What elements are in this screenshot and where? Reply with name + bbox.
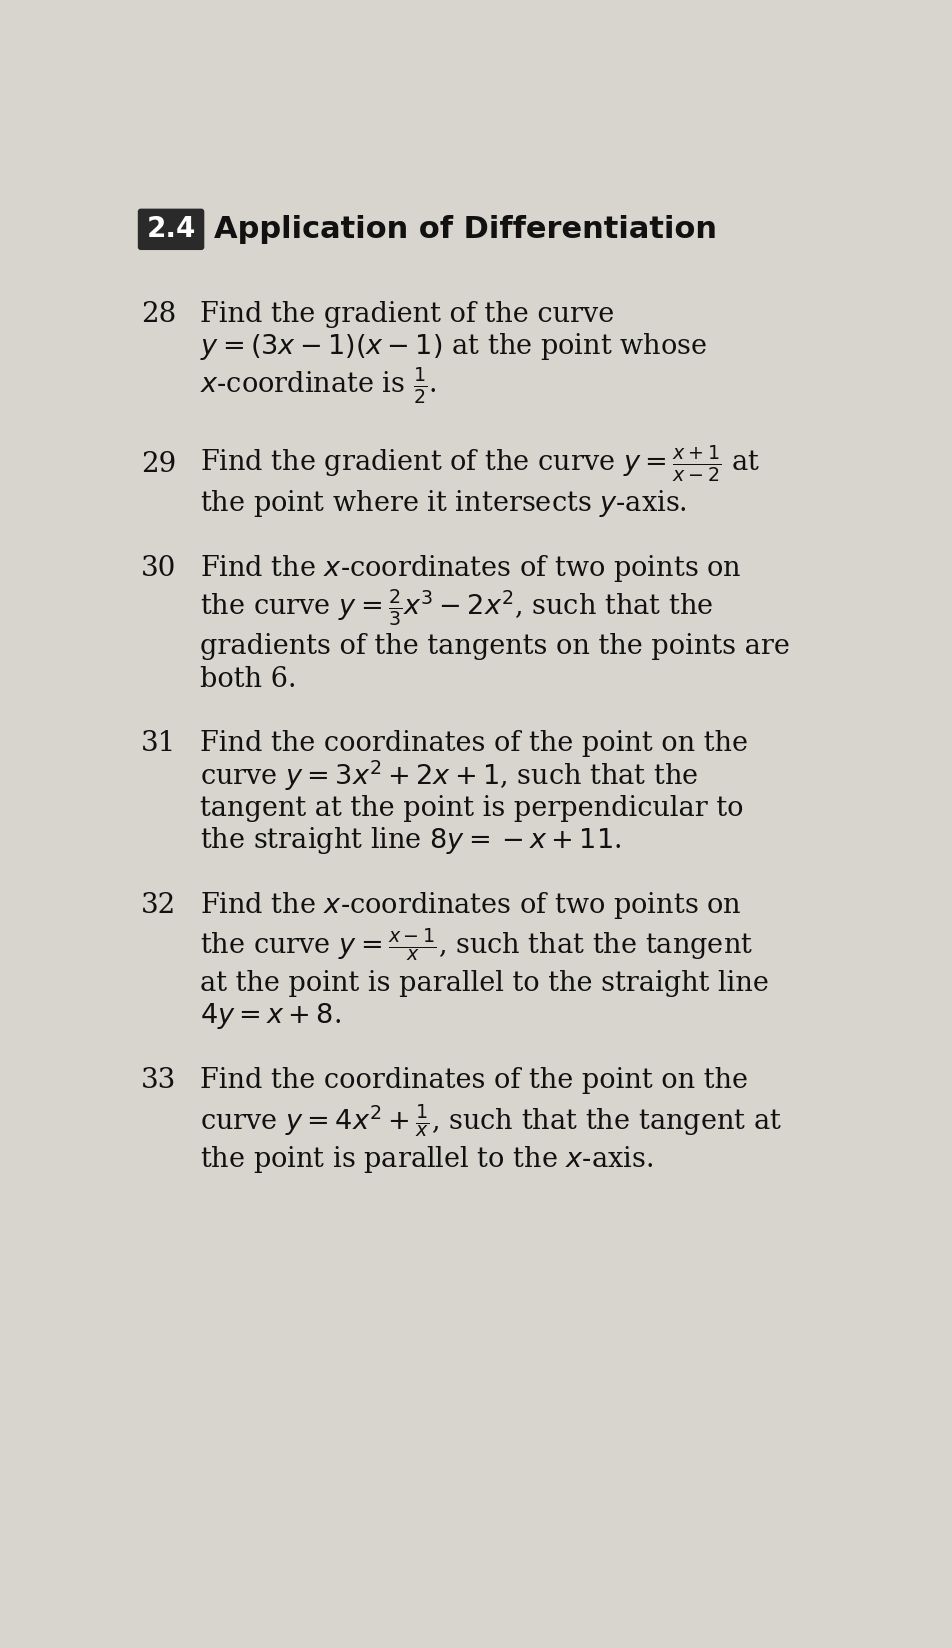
Text: 2.4: 2.4 bbox=[147, 216, 195, 244]
Text: Find the $x$-coordinates of two points on: Find the $x$-coordinates of two points o… bbox=[200, 890, 742, 921]
Text: both 6.: both 6. bbox=[200, 666, 297, 692]
Text: 29: 29 bbox=[141, 450, 176, 478]
Text: Find the coordinates of the point on the: Find the coordinates of the point on the bbox=[200, 730, 747, 756]
Text: $y = (3x - 1)(x - 1)$ at the point whose: $y = (3x - 1)(x - 1)$ at the point whose bbox=[200, 331, 707, 363]
Text: Find the gradient of the curve $y = \frac{x + 1}{x - 2}$ at: Find the gradient of the curve $y = \fra… bbox=[200, 443, 760, 485]
Text: 31: 31 bbox=[141, 730, 176, 756]
Text: the point where it intersects $y$-axis.: the point where it intersects $y$-axis. bbox=[200, 488, 686, 519]
Text: 28: 28 bbox=[141, 300, 176, 328]
Text: 32: 32 bbox=[141, 892, 176, 920]
Text: the curve $y = \frac{2}{3}x^3 - 2x^2$, such that the: the curve $y = \frac{2}{3}x^3 - 2x^2$, s… bbox=[200, 587, 713, 628]
FancyBboxPatch shape bbox=[138, 209, 204, 249]
Text: Find the gradient of the curve: Find the gradient of the curve bbox=[200, 300, 614, 328]
Text: at the point is parallel to the straight line: at the point is parallel to the straight… bbox=[200, 971, 768, 997]
Text: 30: 30 bbox=[141, 555, 176, 582]
Text: tangent at the point is perpendicular to: tangent at the point is perpendicular to bbox=[200, 794, 744, 822]
Text: Find the coordinates of the point on the: Find the coordinates of the point on the bbox=[200, 1068, 747, 1094]
Text: the straight line $8y = -x + 11$.: the straight line $8y = -x + 11$. bbox=[200, 826, 621, 857]
Text: curve $y = 4x^2 + \frac{1}{x}$, such that the tangent at: curve $y = 4x^2 + \frac{1}{x}$, such tha… bbox=[200, 1103, 782, 1139]
Text: gradients of the tangents on the points are: gradients of the tangents on the points … bbox=[200, 633, 789, 661]
Text: $x$-coordinate is $\frac{1}{2}$.: $x$-coordinate is $\frac{1}{2}$. bbox=[200, 366, 437, 405]
Text: 33: 33 bbox=[141, 1068, 176, 1094]
Text: curve $y = 3x^2 + 2x + 1$, such that the: curve $y = 3x^2 + 2x + 1$, such that the bbox=[200, 758, 698, 793]
Text: the curve $y = \frac{x - 1}{x}$, such that the tangent: the curve $y = \frac{x - 1}{x}$, such th… bbox=[200, 926, 753, 962]
Text: the point is parallel to the $x$-axis.: the point is parallel to the $x$-axis. bbox=[200, 1144, 653, 1175]
Text: Application of Differentiation: Application of Differentiation bbox=[213, 214, 716, 244]
Text: $4y = x + 8$.: $4y = x + 8$. bbox=[200, 1002, 342, 1032]
Text: Find the $x$-coordinates of two points on: Find the $x$-coordinates of two points o… bbox=[200, 552, 742, 583]
